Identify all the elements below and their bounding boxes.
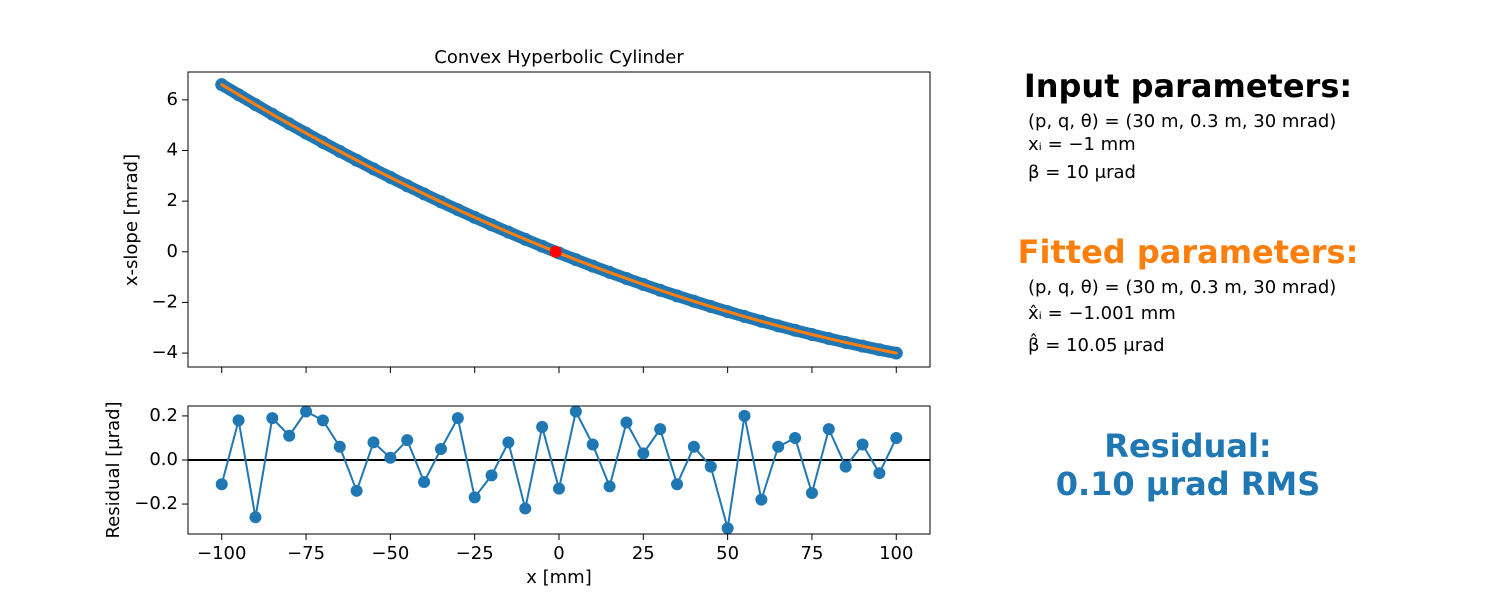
point xyxy=(839,460,852,473)
point xyxy=(856,438,869,451)
point xyxy=(603,480,616,493)
point xyxy=(384,451,397,464)
point xyxy=(266,412,279,425)
point xyxy=(890,431,903,444)
x-tick-label: 50 xyxy=(716,543,739,564)
y-axis-label: x-slope [mrad] xyxy=(121,154,142,286)
point xyxy=(232,414,245,427)
x-tick-label: 0 xyxy=(553,543,564,564)
point xyxy=(350,484,363,497)
param-line: β = 10 μrad xyxy=(1028,162,1136,183)
point xyxy=(772,440,785,453)
point xyxy=(485,469,498,482)
point xyxy=(873,467,886,480)
x-axis-label: x [mm] xyxy=(526,567,592,588)
point xyxy=(300,405,313,418)
point xyxy=(249,511,262,524)
x-tick-label: −75 xyxy=(287,543,325,564)
point xyxy=(789,431,802,444)
y-tick-label: −4 xyxy=(151,342,178,363)
param-line: x̂ᵢ = −1.001 mm xyxy=(1028,303,1176,324)
point xyxy=(805,487,818,500)
point xyxy=(502,436,515,449)
point xyxy=(367,436,380,449)
residual-line: Residual: xyxy=(1104,427,1271,465)
x-tick-label: 100 xyxy=(879,543,913,564)
residual-line: 0.10 µrad RMS xyxy=(1056,465,1321,503)
point xyxy=(620,416,633,429)
x-tick-label: −25 xyxy=(456,543,494,564)
point xyxy=(333,440,346,453)
point xyxy=(704,460,717,473)
x-tick-label: 25 xyxy=(632,543,655,564)
axes-frame xyxy=(187,405,931,535)
point xyxy=(687,440,700,453)
panel-heading: Input parameters: xyxy=(1024,67,1352,105)
point xyxy=(316,414,329,427)
param-line: (p, q, θ) = (30 m, 0.3 m, 30 mrad) xyxy=(1028,277,1336,298)
x-tick-label: −50 xyxy=(371,543,409,564)
axes-frame xyxy=(187,71,931,368)
point xyxy=(822,423,835,436)
point xyxy=(451,412,464,425)
y-tick-label: −0.2 xyxy=(134,493,178,514)
y-tick-label: 4 xyxy=(167,139,178,160)
point xyxy=(671,478,684,491)
point xyxy=(468,491,481,504)
param-line: xᵢ = −1 mm xyxy=(1028,134,1136,155)
panel-heading: Fitted parameters: xyxy=(1018,233,1359,271)
point xyxy=(434,442,447,455)
point xyxy=(721,522,734,535)
point xyxy=(755,493,768,506)
point xyxy=(654,423,667,436)
param-line: (p, q, θ) = (30 m, 0.3 m, 30 mrad) xyxy=(1028,111,1336,132)
highlight-point xyxy=(549,245,562,258)
param-line: β̂ = 10.05 μrad xyxy=(1028,333,1165,356)
y-tick-label: 0 xyxy=(167,241,178,262)
point xyxy=(283,429,296,442)
y-tick-label: 6 xyxy=(167,89,178,110)
point xyxy=(637,447,650,460)
y-tick-label: 0.0 xyxy=(149,449,178,470)
point xyxy=(401,434,414,447)
series-line xyxy=(220,410,898,530)
x-tick-label: −100 xyxy=(197,543,246,564)
point xyxy=(418,476,431,489)
chart-title: Convex Hyperbolic Cylinder xyxy=(434,47,684,68)
point xyxy=(536,420,549,433)
x-tick-label: 75 xyxy=(801,543,824,564)
y-tick-label: 2 xyxy=(167,190,178,211)
point xyxy=(586,438,599,451)
series-line xyxy=(215,78,903,360)
point xyxy=(553,482,565,495)
y-tick-label: 0.2 xyxy=(149,405,178,426)
point xyxy=(738,409,751,422)
y-tick-label: −2 xyxy=(151,291,178,312)
y-axis-label: Residual [µrad] xyxy=(103,401,124,538)
point xyxy=(215,478,228,491)
point xyxy=(569,405,582,418)
series-line xyxy=(220,83,898,355)
point xyxy=(519,502,532,515)
